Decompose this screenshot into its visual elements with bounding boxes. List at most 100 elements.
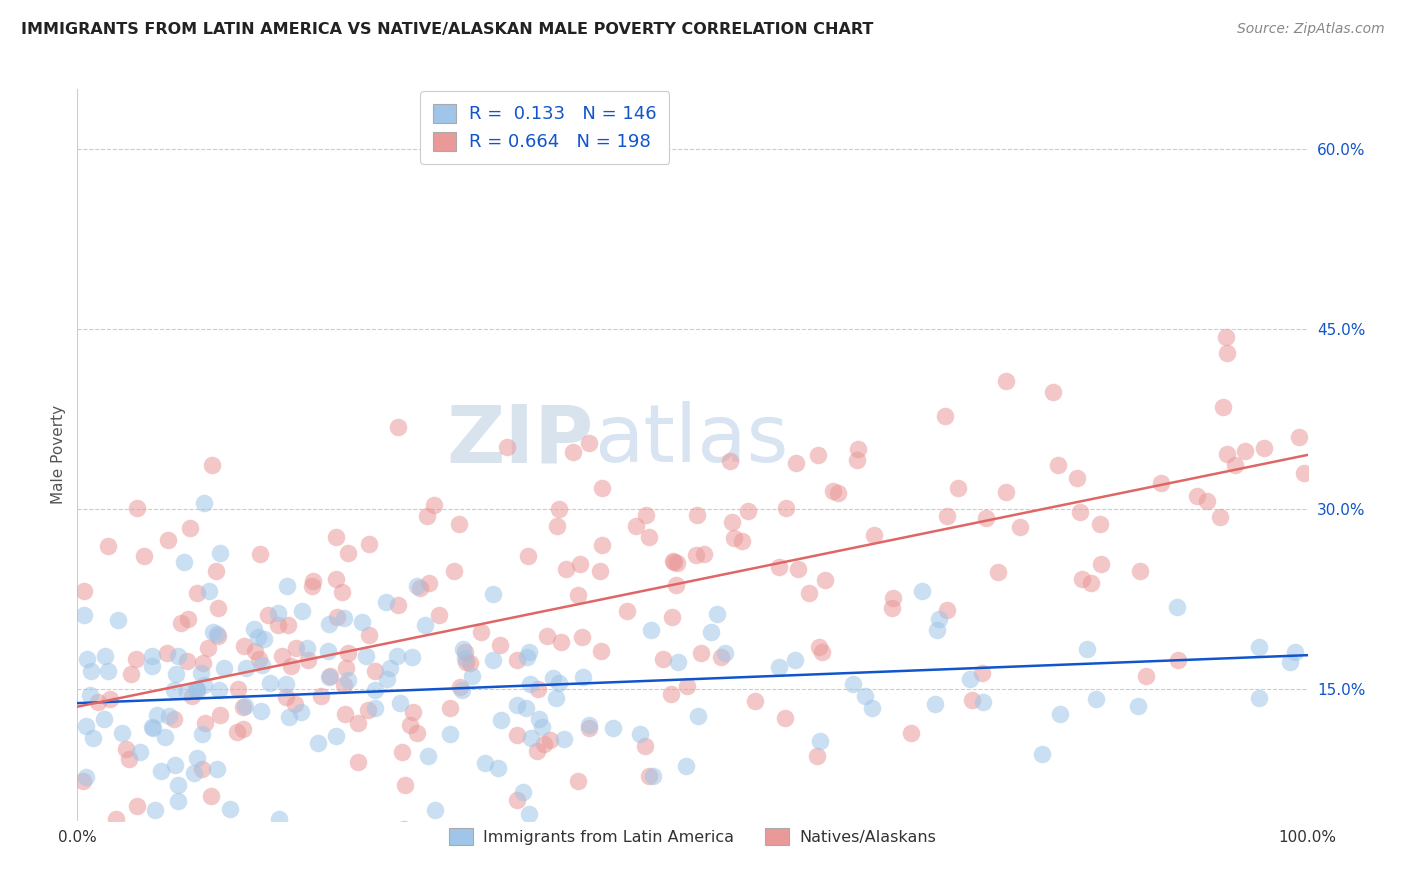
Point [640,623,662,637]
Point [337,546,360,560]
Point [1135,668,1157,682]
Point [274,690,297,705]
Point [591,481,613,495]
Point [413,618,436,632]
Point [718,454,741,468]
Point [900,726,922,740]
Point [1249,690,1271,705]
Point [506,698,529,712]
Point [378,661,401,675]
Point [401,705,423,719]
Point [634,508,657,523]
Point [994,484,1017,499]
Point [555,562,578,576]
Point [290,603,312,617]
Point [482,587,505,601]
Point [496,441,519,455]
Point [797,586,820,600]
Point [80,665,103,679]
Point [706,607,728,622]
Point [418,576,440,591]
Point [987,566,1010,580]
Point [120,666,142,681]
Point [114,742,136,756]
Point [209,708,232,723]
Point [208,683,231,698]
Point [846,442,869,456]
Point [165,666,187,681]
Point [277,710,299,724]
Point [1070,572,1092,586]
Point [1126,698,1149,713]
Point [506,728,529,742]
Point [157,708,180,723]
Point [250,657,273,672]
Point [193,656,215,670]
Point [578,721,600,735]
Point [249,704,271,718]
Point [205,565,228,579]
Point [550,635,572,649]
Point [166,649,188,664]
Point [813,573,835,587]
Point [93,838,115,852]
Point [602,722,624,736]
Point [686,708,709,723]
Point [807,640,830,654]
Point [326,610,349,624]
Point [936,508,959,523]
Point [1008,520,1031,534]
Point [127,500,149,515]
Point [267,812,290,826]
Point [176,654,198,668]
Y-axis label: Male Poverty: Male Poverty [51,405,66,505]
Point [713,647,735,661]
Point [163,757,186,772]
Point [519,731,541,745]
Point [768,659,790,673]
Point [388,696,411,710]
Point [1234,443,1257,458]
Point [155,730,177,744]
Point [387,648,409,663]
Point [1046,458,1069,472]
Point [572,670,595,684]
Point [662,553,685,567]
Point [401,649,423,664]
Point [443,564,465,578]
Point [105,812,128,826]
Point [359,537,381,551]
Point [1195,493,1218,508]
Point [332,611,354,625]
Point [686,508,709,522]
Point [276,579,298,593]
Point [546,691,568,706]
Point [731,534,754,549]
Point [821,484,844,499]
Point [1185,489,1208,503]
Point [1292,466,1315,480]
Point [1253,441,1275,455]
Point [205,762,228,776]
Point [786,562,808,576]
Point [219,802,242,816]
Point [1284,645,1306,659]
Point [451,641,474,656]
Point [325,530,347,544]
Point [567,774,589,789]
Point [125,652,148,666]
Point [301,578,323,592]
Point [661,610,683,624]
Point [186,751,208,765]
Point [1076,642,1098,657]
Point [589,643,612,657]
Point [145,708,167,723]
Point [481,652,503,666]
Point [128,745,150,759]
Point [186,682,208,697]
Point [882,591,904,605]
Point [325,729,347,743]
Point [142,722,165,736]
Point [344,838,367,852]
Point [335,707,357,722]
